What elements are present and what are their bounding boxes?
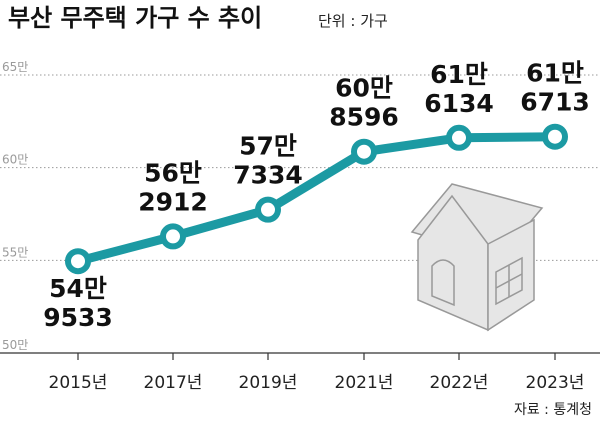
y-tick-label: 50만 bbox=[2, 338, 28, 352]
data-label: 56만 bbox=[144, 158, 202, 187]
x-tick-label: 2021년 bbox=[335, 373, 394, 393]
y-tick-label: 55만 bbox=[2, 245, 28, 259]
data-label: 60만 bbox=[335, 74, 393, 103]
data-label: 6713 bbox=[520, 88, 590, 117]
data-point bbox=[542, 123, 568, 150]
y-axis-ticks: 50만 55만 60만 65만 bbox=[2, 60, 28, 352]
chart-title: 부산 무주택 가구 수 추이 bbox=[8, 4, 262, 32]
x-tick-label: 2017년 bbox=[144, 373, 203, 393]
data-point bbox=[351, 138, 377, 165]
data-labels: 54만953356만291257만733460만859661만613461만67… bbox=[43, 59, 590, 333]
data-point bbox=[65, 248, 91, 275]
x-tick-label: 2015년 bbox=[49, 373, 108, 393]
house-icon bbox=[410, 183, 544, 332]
data-label: 6134 bbox=[424, 89, 494, 118]
data-point bbox=[446, 124, 472, 151]
x-tick-label: 2022년 bbox=[430, 373, 489, 393]
unit-label: 단위 : 가구 bbox=[318, 12, 388, 30]
data-label: 61만 bbox=[430, 60, 488, 89]
x-tick-label: 2019년 bbox=[239, 373, 298, 393]
x-tick-label: 2023년 bbox=[526, 373, 585, 393]
data-label: 2912 bbox=[138, 187, 208, 216]
series-line bbox=[73, 132, 560, 266]
x-axis: 2015년 2017년 2019년 2021년 2022년 2023년 bbox=[0, 352, 600, 393]
data-label: 9533 bbox=[43, 303, 113, 332]
data-label: 7334 bbox=[233, 161, 303, 190]
source-note: 자료 : 통계청 bbox=[514, 402, 592, 418]
data-point bbox=[255, 196, 281, 223]
data-label: 8596 bbox=[329, 103, 399, 132]
house-door bbox=[431, 259, 455, 307]
series-polyline bbox=[73, 132, 560, 266]
data-point bbox=[160, 223, 186, 250]
series-markers bbox=[65, 123, 568, 275]
house-window-transom bbox=[495, 273, 523, 289]
data-label: 61만 bbox=[526, 59, 584, 88]
data-label: 54만 bbox=[49, 274, 107, 303]
y-tick-label: 65만 bbox=[2, 60, 28, 74]
y-tick-label: 60만 bbox=[2, 153, 28, 167]
data-label: 57만 bbox=[239, 132, 297, 161]
